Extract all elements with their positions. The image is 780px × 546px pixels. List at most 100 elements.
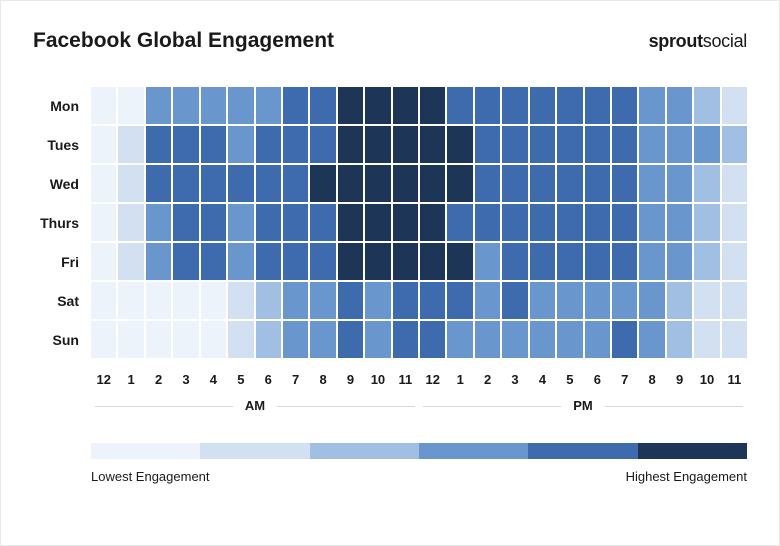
heatmap-cell	[393, 321, 418, 358]
hour-label: 7	[612, 372, 637, 387]
hour-label: 5	[228, 372, 253, 387]
heatmap-cell	[667, 204, 692, 241]
heatmap-cell	[722, 204, 747, 241]
heatmap-cell	[530, 282, 555, 319]
hour-label: 2	[475, 372, 500, 387]
hour-label: 1	[118, 372, 143, 387]
heatmap-cell	[118, 87, 143, 124]
heatmap-cell	[475, 204, 500, 241]
heatmap-cell	[447, 126, 472, 163]
heatmap-cell	[722, 243, 747, 280]
heatmap-cell	[585, 204, 610, 241]
heatmap-cell	[228, 243, 253, 280]
heatmap-cell	[694, 165, 719, 202]
day-label: Sun	[33, 332, 87, 348]
heatmap-cell	[173, 87, 198, 124]
heatmap-cell	[173, 321, 198, 358]
header: Facebook Global Engagement sproutsocial	[33, 29, 747, 53]
heatmap-row: Thurs	[91, 204, 747, 241]
heatmap-cell	[639, 87, 664, 124]
heatmap-cell	[557, 126, 582, 163]
heatmap-cell	[639, 126, 664, 163]
heatmap-cell	[694, 321, 719, 358]
heatmap-cell	[310, 87, 335, 124]
heatmap-cell	[557, 282, 582, 319]
heatmap-cell	[612, 243, 637, 280]
heatmap-cell	[585, 243, 610, 280]
heatmap-cell	[310, 243, 335, 280]
legend-swatch	[200, 443, 309, 459]
heatmap-cell	[612, 204, 637, 241]
heatmap-cell	[146, 282, 171, 319]
heatmap-cell	[228, 321, 253, 358]
heatmap-cell	[420, 282, 445, 319]
legend-swatch	[638, 443, 747, 459]
heatmap-cell	[447, 282, 472, 319]
heatmap-cell	[557, 87, 582, 124]
heatmap-cell	[310, 165, 335, 202]
heatmap-cell	[256, 126, 281, 163]
heatmap-cell	[201, 243, 226, 280]
brand-logo: sproutsocial	[649, 31, 747, 52]
heatmap-cell	[694, 243, 719, 280]
heatmap-cell	[91, 165, 116, 202]
hour-label: 5	[557, 372, 582, 387]
heatmap-cell	[256, 165, 281, 202]
heatmap-cell	[146, 243, 171, 280]
heatmap-cell	[612, 321, 637, 358]
heatmap-cell	[118, 165, 143, 202]
heatmap-cell	[420, 165, 445, 202]
heatmap-cell	[365, 87, 390, 124]
heatmap-cell	[667, 282, 692, 319]
legend-bar	[91, 443, 747, 459]
heatmap: MonTuesWedThursFriSatSun 121234567891011…	[33, 87, 747, 415]
heatmap-cell	[338, 87, 363, 124]
heatmap-cell	[447, 321, 472, 358]
heatmap-cell	[393, 204, 418, 241]
heatmap-row: Fri	[91, 243, 747, 280]
brand-bold: sprout	[649, 31, 703, 51]
heatmap-cell	[667, 87, 692, 124]
heatmap-cell	[639, 165, 664, 202]
heatmap-cell	[420, 243, 445, 280]
heatmap-cell	[694, 87, 719, 124]
legend-low-label: Lowest Engagement	[91, 469, 210, 484]
heatmap-row: Wed	[91, 165, 747, 202]
hour-label: 9	[667, 372, 692, 387]
heatmap-cell	[557, 243, 582, 280]
heatmap-cell	[91, 282, 116, 319]
heatmap-cell	[694, 282, 719, 319]
heatmap-cell	[338, 204, 363, 241]
heatmap-cell	[173, 243, 198, 280]
heatmap-cell	[365, 204, 390, 241]
heatmap-cell	[502, 126, 527, 163]
heatmap-cell	[420, 87, 445, 124]
period-pm-label: PM	[561, 398, 605, 413]
heatmap-cell	[365, 243, 390, 280]
heatmap-cell	[639, 204, 664, 241]
heatmap-cell	[283, 165, 308, 202]
heatmap-cell	[283, 204, 308, 241]
heatmap-row: Mon	[91, 87, 747, 124]
heatmap-cell	[722, 165, 747, 202]
legend: Lowest Engagement Highest Engagement	[33, 443, 747, 484]
day-label: Mon	[33, 98, 87, 114]
hour-label: 8	[639, 372, 664, 387]
hour-label: 10	[694, 372, 719, 387]
heatmap-cell	[201, 282, 226, 319]
heatmap-cell	[475, 282, 500, 319]
heatmap-cell	[420, 321, 445, 358]
heatmap-cell	[557, 165, 582, 202]
heatmap-cell	[667, 321, 692, 358]
heatmap-cell	[228, 282, 253, 319]
heatmap-cell	[146, 165, 171, 202]
heatmap-cell	[530, 126, 555, 163]
heatmap-cell	[118, 282, 143, 319]
heatmap-cell	[530, 165, 555, 202]
heatmap-cell	[530, 243, 555, 280]
heatmap-cell	[310, 321, 335, 358]
hour-label: 12	[91, 372, 116, 387]
legend-high-label: Highest Engagement	[626, 469, 747, 484]
period-am: AM	[91, 397, 419, 415]
heatmap-cell	[173, 204, 198, 241]
